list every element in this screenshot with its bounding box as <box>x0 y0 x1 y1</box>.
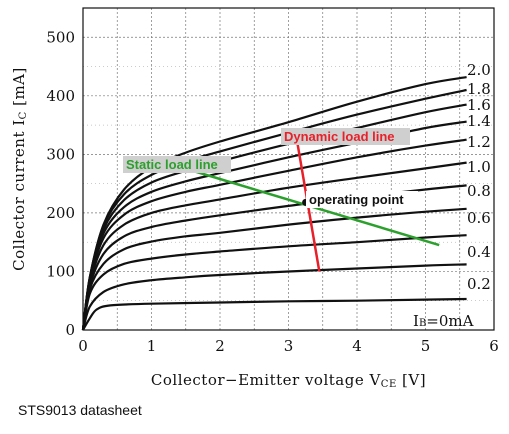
callouts: Static load line Dynamic load line operati… <box>123 128 418 208</box>
curve-label: 0.6 <box>467 209 491 227</box>
dynamic-load-line-label: Dynamic load line <box>284 129 395 144</box>
ic-curve-0-2 <box>81 263 467 331</box>
x-tick-label: 0 <box>78 337 88 355</box>
curve-label: 0.8 <box>467 182 491 200</box>
curve-label: 0.4 <box>467 243 491 261</box>
curve-label: 1.4 <box>467 112 491 130</box>
x-tick-label: 6 <box>489 337 499 355</box>
x-tick-label: 3 <box>284 337 294 355</box>
curve-labels: 2.01.81.61.4 1.2 1.0 0.8 0.6 0.4 0.2 IB=0mA <box>413 61 491 330</box>
source-caption: STS9013 datasheet <box>18 402 142 418</box>
curve-label: 1.2 <box>467 133 491 151</box>
operating-point-label: operating point <box>309 192 404 207</box>
x-tick-label: 5 <box>421 337 431 355</box>
y-axis-title: Collector current IC [mA] <box>10 67 29 271</box>
plot-frame <box>82 7 495 331</box>
ic-curve-1-2 <box>81 138 467 331</box>
curve-label: 1.8 <box>467 80 491 98</box>
x-tick-label: 1 <box>147 337 157 355</box>
x-tick-label: 2 <box>215 337 225 355</box>
operating-point-label-bg <box>306 191 418 208</box>
dynamic-load-line-label-bg <box>281 128 410 145</box>
static-load-line-label: Static load line <box>126 157 218 172</box>
tick-labels: 0 1 2 3 4 5 6 0 100 200 300 400 500 <box>46 28 498 355</box>
y-tick-label: 300 <box>46 145 75 163</box>
ic-curve-ib-0ma <box>82 297 467 331</box>
y-tick-label: 0 <box>65 321 75 339</box>
x-axis-title: Collector−Emitter voltage VCE [V] <box>151 371 426 390</box>
y-tick-label: 200 <box>46 204 75 222</box>
y-tick-label: 500 <box>46 28 75 46</box>
y-tick-label: 100 <box>46 262 75 280</box>
curve-label: 2.0 <box>467 61 491 79</box>
transistor-characteristics-chart: 0 1 2 3 4 5 6 0 100 200 300 400 500 2.01.81.61.4 1.2 1… <box>10 7 499 390</box>
curve-label: 1.0 <box>467 158 491 176</box>
curve-label: 1.6 <box>467 96 491 114</box>
ic-curve-0-4 <box>81 234 467 331</box>
curve-label: 0.2 <box>467 275 491 293</box>
static-load-line-label-bg <box>123 156 231 173</box>
ic-curve-1-0 <box>81 161 467 331</box>
ic-curve-0-6 <box>81 207 467 331</box>
x-tick-label: 4 <box>352 337 362 355</box>
ib-zero-label: IB=0mA <box>413 312 474 330</box>
y-tick-label: 400 <box>46 87 75 105</box>
